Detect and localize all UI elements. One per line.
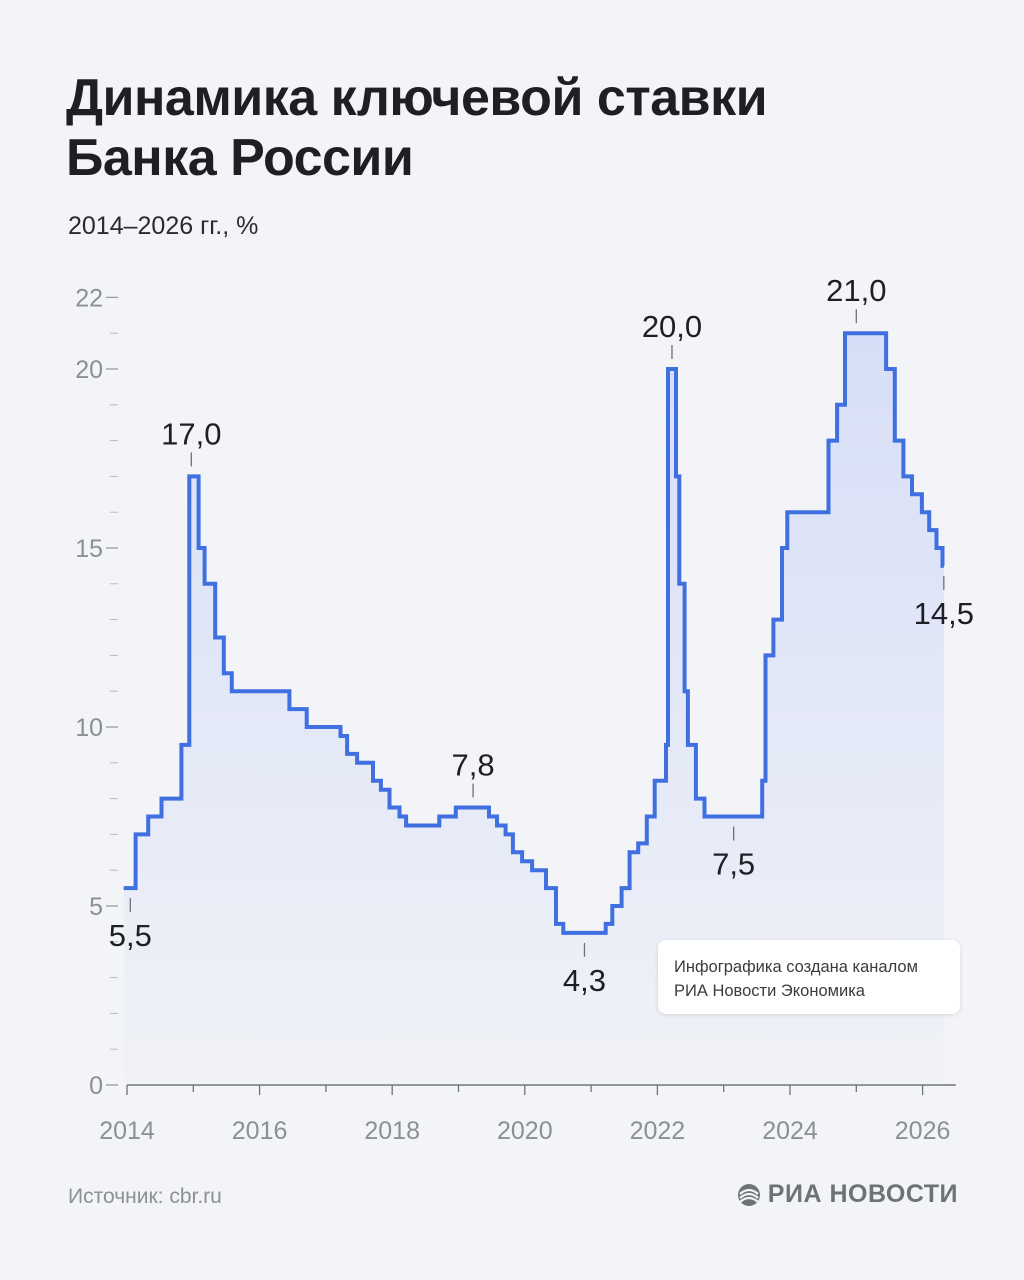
credit-line-2: РИА Новости Экономика (674, 982, 865, 1000)
x-tick-label: 2024 (762, 1117, 818, 1145)
annotation: 5,5 (109, 898, 152, 953)
annotation-label: 5,5 (109, 918, 152, 953)
annotation: 7,5 (712, 826, 755, 882)
infographic-credit-card: Инфографика создана каналом РИА Новости … (658, 940, 960, 1014)
y-tick-label: 22 (75, 284, 103, 312)
annotation: 20,0 (642, 309, 702, 359)
y-axis: 0 5 10 15 20 22 (75, 284, 118, 1100)
annotation-label: 17,0 (161, 416, 221, 451)
subtitle: 2014–2026 гг., % (68, 212, 259, 240)
y-tick-label: 15 (75, 535, 103, 563)
x-tick-label: 2026 (895, 1117, 951, 1145)
annotation-label: 14,5 (914, 596, 974, 631)
x-axis: 2014 2016 2018 2020 2022 2024 2026 (99, 1084, 956, 1145)
value-annotations: 5,5 17,0 7,8 4,3 20,0 7,5 21,0 14,5 (109, 273, 974, 998)
annotation-label: 7,5 (712, 847, 755, 882)
ria-logo-icon (737, 1183, 760, 1206)
logo-text: РИА НОВОСТИ (767, 1180, 958, 1208)
title-line-1: Динамика ключевой ставки (66, 69, 768, 127)
annotation-label: 4,3 (563, 963, 606, 998)
credit-line-1: Инфографика создана каналом (674, 958, 918, 976)
annotation: 7,8 (452, 748, 495, 798)
annotation-label: 7,8 (452, 748, 495, 783)
x-tick-label: 2022 (630, 1117, 686, 1145)
rate-step-line (123, 331, 945, 935)
annotation: 17,0 (161, 416, 221, 467)
annotation-label: 21,0 (826, 273, 886, 308)
rate-area-fill (123, 333, 944, 1085)
y-tick-label: 20 (75, 356, 103, 384)
annotation: 21,0 (826, 273, 886, 324)
title-line-2: Банка России (66, 129, 414, 187)
annotation-label: 20,0 (642, 309, 702, 344)
ria-logo[interactable]: РИА НОВОСТИ (736, 1180, 958, 1209)
annotation: 14,5 (914, 575, 974, 631)
x-tick-label: 2020 (497, 1117, 553, 1145)
y-tick-label: 10 (75, 714, 103, 742)
x-tick-label: 2018 (364, 1117, 420, 1145)
y-tick-label: 5 (89, 893, 103, 921)
page-title: Динамика ключевой ставки Банка России (66, 68, 966, 188)
annotation: 4,3 (563, 942, 606, 998)
x-tick-label: 2016 (232, 1117, 288, 1145)
x-tick-label: 2014 (99, 1117, 155, 1145)
source-note: Источник: cbr.ru (68, 1185, 222, 1208)
y-tick-label: 0 (89, 1072, 103, 1100)
